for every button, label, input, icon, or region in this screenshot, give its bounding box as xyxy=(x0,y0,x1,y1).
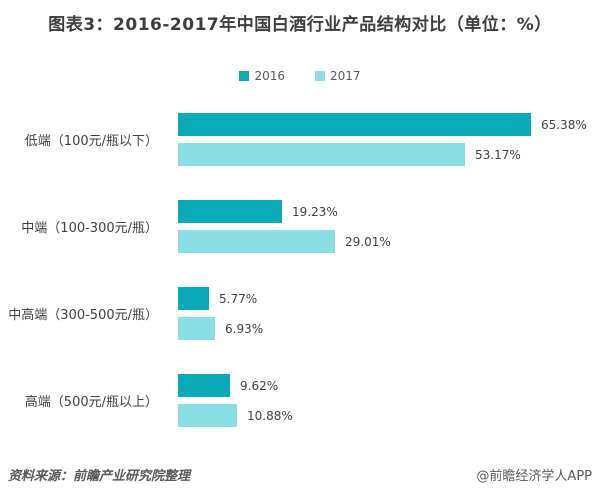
bar-group: 低端（100元/瓶以下） 65.38% 53.17% xyxy=(0,113,600,166)
watermark: @前瞻经济学人APP xyxy=(476,469,592,484)
bar-2017 xyxy=(178,143,465,166)
category-label: 中高端（300-500元/瓶） xyxy=(8,308,158,323)
value-label: 65.38% xyxy=(541,117,587,132)
bar-pair: 5.77% 6.93% xyxy=(178,287,263,340)
value-label: 6.93% xyxy=(225,321,264,336)
bar-pair: 19.23% 29.01% xyxy=(178,200,391,253)
chart-title: 图表3：2016-2017年中国白酒行业产品结构对比（单位：%） xyxy=(48,15,552,35)
category-label: 高端（500元/瓶以上） xyxy=(24,395,158,410)
legend-item-2016: 2016 xyxy=(239,69,285,83)
bar-2017 xyxy=(178,317,215,340)
bar-line: 5.77% xyxy=(178,287,263,310)
legend-item-2017: 2017 xyxy=(315,69,361,83)
bar-group: 高端（500元/瓶以上） 9.62% 10.88% xyxy=(0,374,600,427)
legend-swatch-icon xyxy=(315,70,325,81)
value-label: 29.01% xyxy=(345,234,391,249)
source-note: 资料来源：前瞻产业研究院整理 xyxy=(8,469,191,484)
value-label: 53.17% xyxy=(475,147,521,162)
bar-line: 10.88% xyxy=(178,404,293,427)
legend: 2016 2017 xyxy=(0,69,600,83)
bar-line: 65.38% xyxy=(178,113,587,136)
bar-line: 29.01% xyxy=(178,230,391,253)
bar-line: 9.62% xyxy=(178,374,293,397)
bar-2017 xyxy=(178,230,335,253)
bar-pair: 9.62% 10.88% xyxy=(178,374,293,427)
bar-2016 xyxy=(178,200,282,223)
bar-2016 xyxy=(178,374,230,397)
value-label: 5.77% xyxy=(219,291,258,306)
bar-2016 xyxy=(178,113,531,136)
legend-swatch-icon xyxy=(239,70,250,81)
bar-group: 中端（100-300元/瓶） 19.23% 29.01% xyxy=(0,200,600,253)
footer: 资料来源：前瞻产业研究院整理 @前瞻经济学人APP xyxy=(0,465,600,484)
value-label: 10.88% xyxy=(247,408,293,423)
bar-line: 19.23% xyxy=(178,200,391,223)
bar-2016 xyxy=(178,287,209,310)
value-label: 9.62% xyxy=(240,378,279,393)
legend-label: 2016 xyxy=(254,68,285,83)
category-label: 低端（100元/瓶以下） xyxy=(24,134,158,149)
bar-chart: 低端（100元/瓶以下） 65.38% 53.17% 中端（100-300元/瓶） 19… xyxy=(0,113,600,427)
bar-line: 53.17% xyxy=(178,143,587,166)
value-label: 19.23% xyxy=(292,204,338,219)
bar-pair: 65.38% 53.17% xyxy=(178,113,587,166)
bar-line: 6.93% xyxy=(178,317,263,340)
bar-group: 中高端（300-500元/瓶） 5.77% 6.93% xyxy=(0,287,600,340)
bar-2017 xyxy=(178,404,237,427)
legend-label: 2017 xyxy=(330,68,361,83)
category-label: 中端（100-300元/瓶） xyxy=(21,221,158,236)
